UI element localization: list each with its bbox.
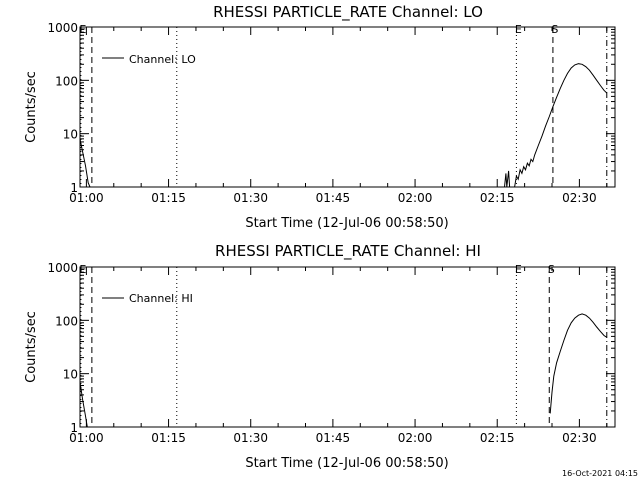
event-marker-label: E — [79, 23, 86, 36]
x-tick-label: 01:00 — [69, 191, 104, 205]
event-marker-label: E — [515, 263, 522, 276]
series-line — [79, 381, 88, 428]
y-tick-label: 1000 — [47, 261, 78, 275]
chart-title: RHESSI PARTICLE_RATE Channel: HI — [215, 242, 481, 261]
x-tick-label: 01:45 — [316, 431, 351, 445]
x-tick-label: 01:30 — [233, 191, 268, 205]
x-tick-label: 02:30 — [562, 431, 597, 445]
event-marker-label: S — [551, 23, 558, 36]
generation-timestamp: 16-Oct-2021 04:15 — [562, 469, 638, 478]
x-tick-label: 02:15 — [480, 191, 515, 205]
x-tick-label: 01:30 — [233, 431, 268, 445]
x-tick-label: 02:00 — [398, 191, 433, 205]
series-line — [549, 313, 608, 414]
plot-frame — [79, 26, 616, 188]
y-tick-label: 100 — [55, 74, 78, 88]
legend-label: Channel: HI — [129, 292, 193, 305]
x-tick-label: 01:45 — [316, 191, 351, 205]
chart-title: RHESSI PARTICLE_RATE Channel: LO — [213, 3, 483, 22]
x-axis-label: Start Time (12-Jul-06 00:58:50) — [245, 216, 448, 231]
panel-lo: RHESSI PARTICLE_RATE Channel: LO Start T… — [24, 3, 616, 231]
plot-frame — [79, 266, 616, 428]
x-tick-label: 01:15 — [151, 431, 186, 445]
y-tick-label: 10 — [63, 368, 78, 382]
event-marker-label: E — [515, 23, 522, 36]
event-marker-label: E — [79, 263, 86, 276]
x-tick-label: 02:00 — [398, 431, 433, 445]
series-line — [504, 63, 608, 188]
y-axis-label: Counts/sec — [24, 71, 39, 143]
x-tick-label: 02:15 — [480, 431, 515, 445]
series-line — [79, 138, 91, 188]
y-tick-label: 100 — [55, 314, 78, 328]
y-tick-label: 1 — [70, 181, 78, 195]
legend-label: Channel: LO — [129, 53, 196, 66]
y-tick-label: 1000 — [47, 21, 78, 35]
x-tick-label: 01:15 — [151, 191, 186, 205]
y-tick-label: 1 — [70, 421, 78, 435]
y-axis-label: Counts/sec — [24, 311, 39, 383]
x-tick-label: 01:00 — [69, 431, 104, 445]
x-axis-label: Start Time (12-Jul-06 00:58:50) — [245, 456, 448, 471]
panel-hi: RHESSI PARTICLE_RATE Channel: HI Start T… — [24, 242, 616, 471]
y-tick-label: 10 — [63, 128, 78, 142]
event-marker-label: S — [548, 263, 555, 276]
x-tick-label: 02:30 — [562, 191, 597, 205]
